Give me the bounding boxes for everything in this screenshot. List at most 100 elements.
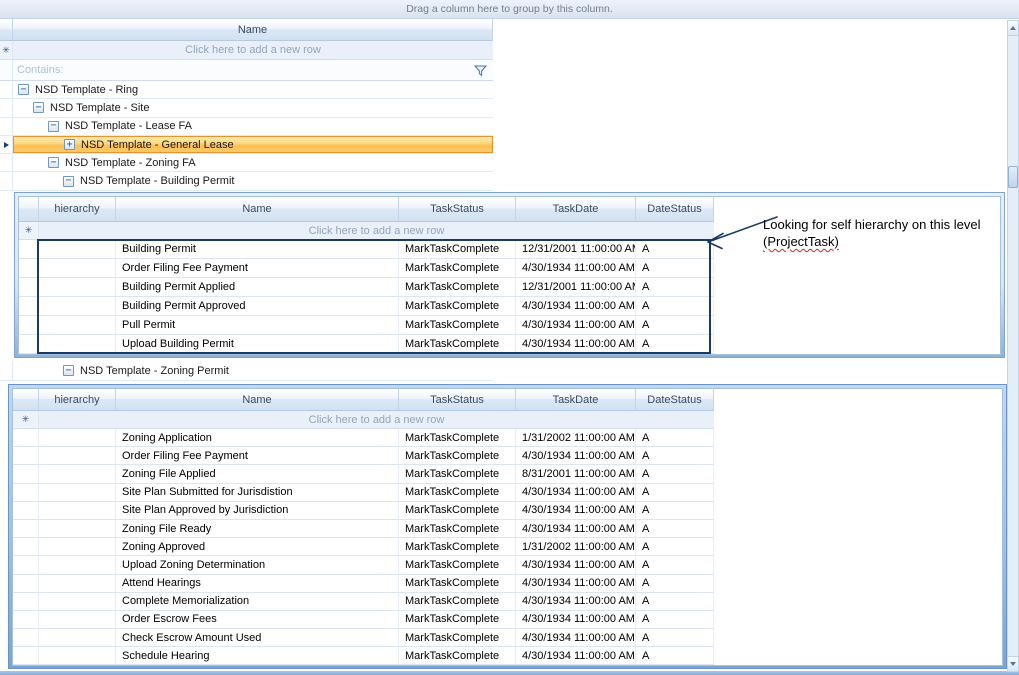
cell-name: Attend Hearings — [116, 574, 399, 593]
filter-input[interactable] — [13, 64, 474, 76]
collapse-icon[interactable]: − — [48, 157, 59, 169]
task-row[interactable]: Order Filing Fee Payment MarkTaskComplet… — [13, 447, 1002, 466]
tree-node-building-permit[interactable]: − NSD Template - Building Permit — [0, 172, 493, 191]
column-header-datestatus[interactable]: DateStatus — [636, 389, 714, 411]
expand-icon[interactable]: + — [64, 139, 75, 151]
cell-datestatus: A — [636, 447, 714, 466]
collapse-icon[interactable]: − — [18, 84, 29, 96]
grid-add-new-row-label: Click here to add a new row — [39, 411, 714, 429]
tree-add-new-row-label: Click here to add a new row — [13, 41, 493, 60]
indicator-header-cell — [19, 197, 39, 222]
cell-hierarchy — [39, 610, 116, 630]
cell-hierarchy — [39, 592, 116, 611]
column-header-taskdate[interactable]: TaskDate — [516, 389, 636, 411]
row-indicator — [13, 519, 39, 539]
row-indicator — [13, 538, 39, 557]
cell-taskdate: 1/31/2002 11:00:00 AM — [516, 538, 636, 557]
task-row[interactable]: Order Filing Fee Payment MarkTaskComplet… — [19, 259, 1000, 278]
task-row[interactable]: Site Plan Approved by Jurisdiction MarkT… — [13, 501, 1002, 520]
task-row[interactable]: Site Plan Submitted for Jurisdistion Mar… — [13, 483, 1002, 502]
filter-icon[interactable] — [474, 64, 487, 77]
cell-taskdate: 4/30/1934 11:00:00 AM — [516, 483, 636, 502]
cell-hierarchy — [39, 429, 116, 448]
cell-taskdate: 4/30/1934 11:00:00 AM — [516, 501, 636, 520]
tree-node-label: NSD Template - General Lease — [81, 138, 234, 151]
collapse-icon[interactable]: − — [48, 120, 59, 132]
cell-hierarchy — [39, 316, 116, 335]
column-header-hierarchy[interactable]: hierarchy — [39, 197, 116, 222]
tree-node-zoning-permit-wrap: − NSD Template - Zoning Permit — [0, 361, 493, 381]
cell-name: Site Plan Approved by Jurisdiction — [116, 501, 399, 520]
scroll-up-arrow-icon — [1010, 26, 1016, 30]
new-row-icon: ✳ — [21, 414, 30, 424]
grid-rows: Zoning Application MarkTaskComplete 1/31… — [13, 429, 1002, 665]
tree-node-label: NSD Template - Ring — [35, 83, 139, 96]
group-by-panel[interactable]: Drag a column here to group by this colu… — [0, 0, 1019, 19]
column-header-taskstatus[interactable]: TaskStatus — [399, 389, 516, 411]
cell-name: Zoning File Applied — [116, 465, 399, 484]
tree-node-lease-fa[interactable]: − NSD Template - Lease FA — [0, 117, 493, 136]
task-row[interactable]: Schedule Hearing MarkTaskComplete 4/30/1… — [13, 647, 1002, 665]
task-row[interactable]: Building Permit Approved MarkTaskComplet… — [19, 297, 1000, 316]
scroll-up-button[interactable] — [1008, 21, 1018, 36]
collapse-icon[interactable]: − — [63, 365, 74, 376]
task-row[interactable]: Order Escrow Fees MarkTaskComplete 4/30/… — [13, 610, 1002, 630]
task-row[interactable]: Zoning Approved MarkTaskComplete 1/31/20… — [13, 538, 1002, 557]
tree-node-zoning-permit[interactable]: − NSD Template - Zoning Permit — [0, 361, 493, 381]
tree-node-ring[interactable]: − NSD Template - Ring — [0, 81, 493, 100]
cell-datestatus: A — [636, 335, 714, 354]
task-row[interactable]: Attend Hearings MarkTaskComplete 4/30/19… — [13, 574, 1002, 593]
task-row[interactable]: Complete Memorialization MarkTaskComplet… — [13, 592, 1002, 611]
row-indicator — [0, 117, 13, 135]
cell-hierarchy — [39, 629, 116, 648]
cell-datestatus: A — [636, 519, 714, 539]
tree-node-label: NSD Template - Lease FA — [65, 120, 192, 133]
cell-taskstatus: MarkTaskComplete — [399, 335, 516, 354]
task-row[interactable]: Zoning Application MarkTaskComplete 1/31… — [13, 429, 1002, 448]
cell-datestatus: A — [636, 278, 714, 297]
grid-column-headers: hierarchy Name TaskStatus TaskDate DateS… — [13, 389, 1002, 411]
column-header-name[interactable]: Name — [116, 197, 399, 222]
task-row[interactable]: Zoning File Applied MarkTaskComplete 8/3… — [13, 465, 1002, 484]
task-row[interactable]: Zoning File Ready MarkTaskComplete 4/30/… — [13, 519, 1002, 539]
tree-node-general-lease[interactable]: + NSD Template - General Lease — [0, 135, 493, 155]
cell-taskstatus: MarkTaskComplete — [399, 610, 516, 630]
task-row[interactable]: Check Escrow Amount Used MarkTaskComplet… — [13, 629, 1002, 648]
cell-name: Zoning Application — [116, 429, 399, 448]
column-header-name[interactable]: Name — [116, 389, 399, 411]
cell-hierarchy — [39, 447, 116, 466]
cell-taskstatus: MarkTaskComplete — [399, 629, 516, 648]
cell-taskstatus: MarkTaskComplete — [399, 519, 516, 539]
collapse-icon[interactable]: − — [63, 175, 74, 187]
cell-taskstatus: MarkTaskComplete — [399, 574, 516, 593]
column-header-datestatus[interactable]: DateStatus — [636, 197, 714, 222]
cell-datestatus: A — [636, 629, 714, 648]
row-indicator — [19, 297, 39, 316]
task-row[interactable]: Building Permit Applied MarkTaskComplete… — [19, 278, 1000, 297]
tree-node-label: NSD Template - Zoning Permit — [80, 364, 229, 377]
task-row[interactable]: Pull Permit MarkTaskComplete 4/30/1934 1… — [19, 316, 1000, 335]
grid-add-new-row[interactable]: ✳ Click here to add a new row — [13, 411, 1002, 429]
tree-column-header-name[interactable]: Name — [13, 19, 493, 41]
vertical-scrollbar[interactable] — [1007, 20, 1019, 672]
tree-add-new-row[interactable]: ✳ Click here to add a new row — [0, 41, 493, 60]
zoning-permit-task-grid: hierarchy Name TaskStatus TaskDate DateS… — [8, 384, 1007, 669]
tree-node-site[interactable]: − NSD Template - Site — [0, 99, 493, 118]
cell-hierarchy — [39, 647, 116, 665]
column-header-taskdate[interactable]: TaskDate — [516, 197, 636, 222]
collapse-icon[interactable]: − — [33, 102, 44, 114]
row-indicator — [13, 647, 39, 665]
column-header-taskstatus[interactable]: TaskStatus — [399, 197, 516, 222]
cell-taskdate: 8/31/2001 11:00:00 AM — [516, 465, 636, 484]
tree-node-zoning-fa[interactable]: − NSD Template - Zoning FA — [0, 154, 493, 173]
scroll-down-button[interactable] — [1008, 656, 1018, 671]
task-row[interactable]: Building Permit MarkTaskComplete 12/31/2… — [19, 240, 1000, 259]
cell-taskdate: 4/30/1934 11:00:00 AM — [516, 556, 636, 575]
group-by-hint-text: Drag a column here to group by this colu… — [406, 3, 613, 15]
task-row[interactable]: Upload Zoning Determination MarkTaskComp… — [13, 556, 1002, 575]
cell-datestatus: A — [636, 429, 714, 448]
scrollbar-thumb[interactable] — [1008, 166, 1018, 188]
column-header-hierarchy[interactable]: hierarchy — [39, 389, 116, 411]
cell-taskstatus: MarkTaskComplete — [399, 447, 516, 466]
task-row[interactable]: Upload Building Permit MarkTaskComplete … — [19, 335, 1000, 354]
